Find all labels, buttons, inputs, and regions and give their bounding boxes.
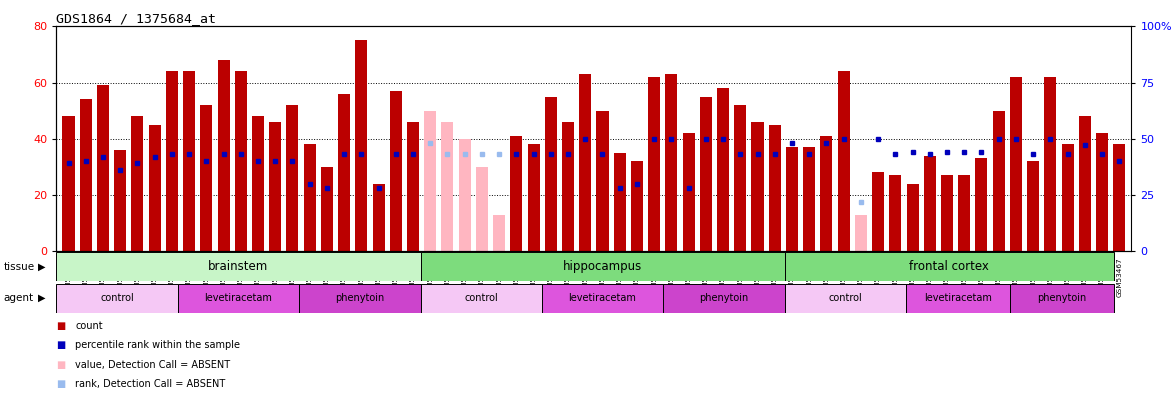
Bar (975, 158, 988, 251)
Bar (544, 96, 557, 251)
Bar (56, 284, 178, 313)
Text: frontal cortex: frontal cortex (909, 260, 989, 273)
Text: ■: ■ (56, 321, 66, 331)
Bar (769, 125, 781, 251)
Bar (580, 74, 592, 251)
Bar (562, 122, 574, 251)
Bar (166, 71, 178, 251)
Text: GDS1864 / 1375684_at: GDS1864 / 1375684_at (56, 12, 216, 25)
Bar (803, 147, 815, 251)
Bar (459, 139, 470, 251)
Bar (321, 167, 333, 251)
Text: phenytoin: phenytoin (335, 293, 385, 303)
Text: count: count (75, 321, 102, 331)
Text: ■: ■ (56, 341, 66, 350)
Bar (784, 284, 906, 313)
Bar (907, 184, 918, 251)
Bar (648, 77, 660, 251)
Bar (1114, 144, 1125, 251)
Bar (493, 215, 506, 251)
Bar (923, 156, 936, 251)
Text: agent: agent (4, 293, 34, 303)
Bar (476, 167, 488, 251)
Text: tissue: tissue (4, 262, 34, 272)
Bar (666, 74, 677, 251)
Bar (1027, 161, 1040, 251)
Bar (355, 40, 367, 251)
Text: rank, Detection Call = ABSENT: rank, Detection Call = ABSENT (75, 379, 226, 389)
Text: brainstem: brainstem (208, 260, 268, 273)
Bar (751, 122, 763, 251)
Text: phenytoin: phenytoin (1037, 293, 1087, 303)
Bar (1010, 77, 1022, 251)
Bar (389, 91, 402, 251)
Bar (218, 60, 229, 251)
Bar (941, 175, 953, 251)
Bar (1044, 77, 1056, 251)
Text: percentile rank within the sample: percentile rank within the sample (75, 341, 240, 350)
Bar (200, 105, 213, 251)
Bar (1010, 284, 1114, 313)
Bar (596, 111, 608, 251)
Bar (717, 88, 729, 251)
Bar (407, 122, 419, 251)
Bar (114, 150, 126, 251)
Bar (784, 252, 1114, 281)
Bar (614, 153, 626, 251)
Text: levetiracetam: levetiracetam (924, 293, 991, 303)
Text: control: control (465, 293, 499, 303)
Text: ▶: ▶ (38, 293, 45, 303)
Bar (855, 215, 867, 251)
Bar (303, 144, 315, 251)
Bar (873, 173, 884, 251)
Bar (421, 252, 784, 281)
Bar (183, 71, 195, 251)
Text: hippocampus: hippocampus (563, 260, 642, 273)
Bar (80, 99, 92, 251)
Bar (630, 161, 643, 251)
Bar (700, 96, 711, 251)
Bar (821, 136, 833, 251)
Bar (510, 136, 522, 251)
Bar (235, 71, 247, 251)
Bar (425, 111, 436, 251)
Bar (441, 122, 454, 251)
Bar (1062, 144, 1074, 251)
Bar (178, 284, 299, 313)
Bar (663, 284, 784, 313)
Text: ■: ■ (56, 360, 66, 370)
Bar (528, 144, 540, 251)
Bar (252, 116, 265, 251)
Text: phenytoin: phenytoin (700, 293, 749, 303)
Bar (132, 116, 143, 251)
Bar (837, 71, 850, 251)
Bar (1096, 133, 1108, 251)
Bar (148, 125, 161, 251)
Text: value, Detection Call = ABSENT: value, Detection Call = ABSENT (75, 360, 230, 370)
Bar (56, 252, 421, 281)
Bar (906, 284, 1010, 313)
Text: levetiracetam: levetiracetam (205, 293, 273, 303)
Bar (542, 284, 663, 313)
Bar (338, 94, 350, 251)
Bar (889, 175, 901, 251)
Bar (734, 105, 747, 251)
Text: ■: ■ (56, 379, 66, 389)
Bar (373, 184, 385, 251)
Text: control: control (828, 293, 862, 303)
Bar (1078, 116, 1091, 251)
Bar (62, 116, 74, 251)
Bar (958, 175, 970, 251)
Text: levetiracetam: levetiracetam (569, 293, 636, 303)
Bar (786, 147, 799, 251)
Bar (682, 133, 695, 251)
Bar (287, 105, 299, 251)
Bar (269, 122, 281, 251)
Text: ▶: ▶ (38, 262, 45, 272)
Bar (96, 85, 109, 251)
Bar (993, 111, 1004, 251)
Bar (421, 284, 542, 313)
Text: control: control (100, 293, 134, 303)
Bar (299, 284, 421, 313)
